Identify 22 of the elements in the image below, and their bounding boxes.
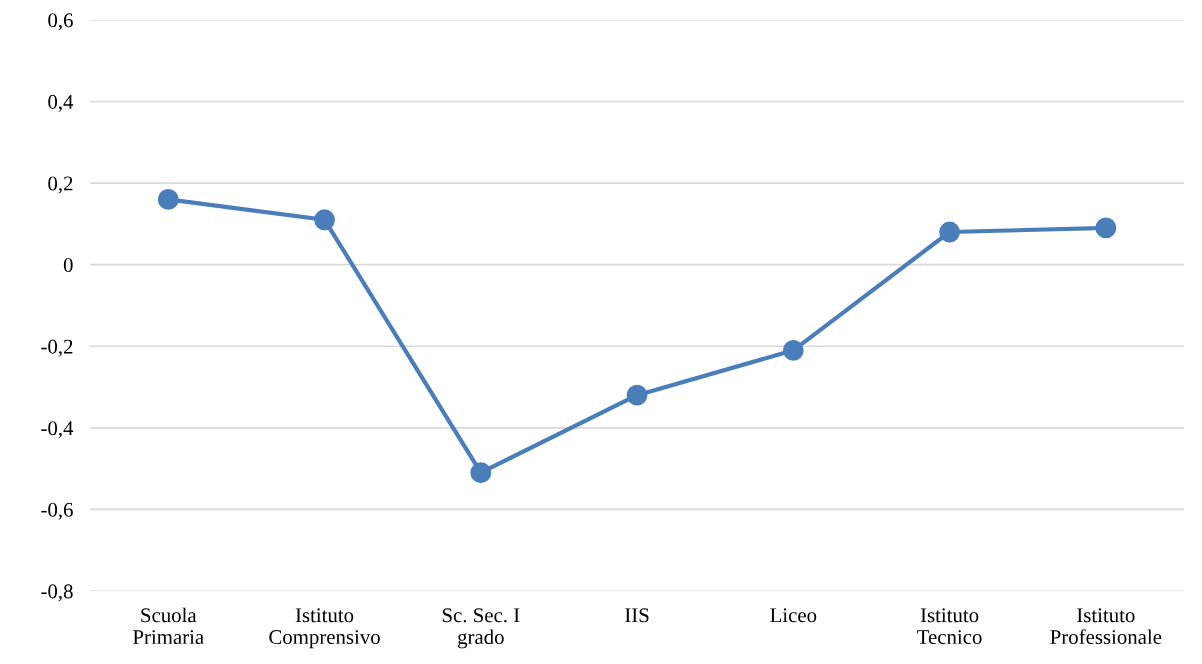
x-tick-label: Sc. Sec. I grado [442, 608, 520, 649]
y-tick-label: 0,2 [48, 176, 73, 194]
y-tick-label: -0,2 [41, 339, 73, 357]
x-tick-label: Scuola Primaria [133, 607, 204, 645]
y-tick-label: 0,6 [48, 13, 73, 31]
y-tick-label: 0 [63, 258, 73, 273]
point [1095, 217, 1117, 239]
x-tick-label: Istituto Comprensivo [269, 608, 380, 649]
point [782, 339, 804, 361]
x-tick-label: Istituto Tecnico [917, 608, 982, 645]
point [157, 188, 179, 210]
x-tick-label: Liceo [770, 608, 817, 623]
x-tick-label: IIS [625, 608, 649, 623]
point [626, 384, 648, 406]
y-tick-label: 0,4 [48, 94, 74, 112]
point [470, 462, 492, 484]
point [314, 209, 335, 231]
x-tick-label: Istituto Professionale [1050, 608, 1162, 645]
y-tick-label: -0,8 [41, 584, 73, 602]
y-tick-label: -0,6 [41, 502, 73, 520]
point [939, 221, 960, 243]
y-tick-label: -0,4 [41, 421, 74, 439]
